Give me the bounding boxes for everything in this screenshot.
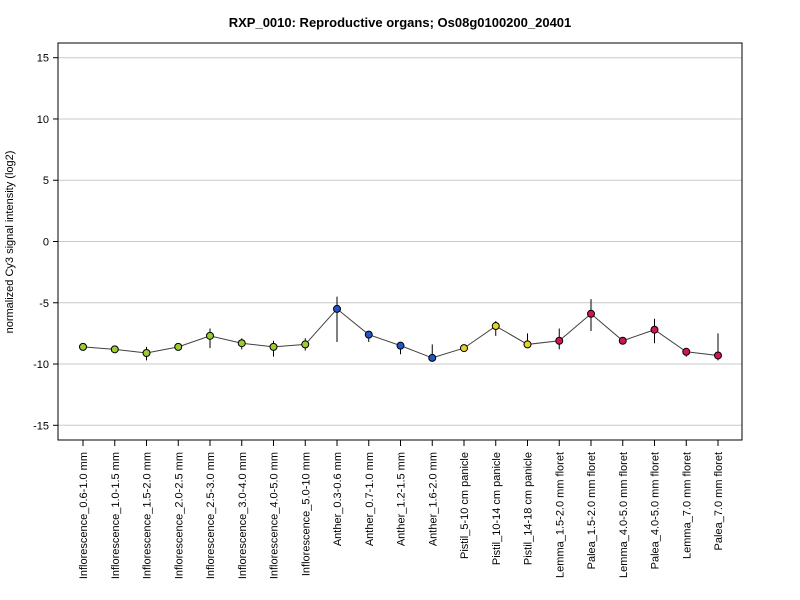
- x-tick-label: Pistil_14-18 cm panicle: [523, 452, 535, 565]
- axes: -15 -10 -5 0 5 10 15 Inflorescence_0.6-1.0 mm In…: [33, 53, 725, 579]
- data-point: [333, 304, 341, 313]
- x-tick-label: Inflorescence_2.0-2.5 mm: [173, 452, 185, 579]
- y-tick-label: 0: [43, 237, 49, 249]
- y-axis-label: normalized Cy3 signal intensity (log2): [4, 151, 16, 334]
- x-tick-label: Anther_0.3-0.6 mm: [332, 452, 344, 546]
- y-tick-label: 5: [43, 175, 49, 187]
- grid-lines: [58, 57, 742, 426]
- x-tick-label: Palea_4.0-5.0 mm floret: [650, 452, 662, 569]
- data-point: [523, 340, 532, 349]
- data-point: [110, 345, 119, 354]
- plot-frame: [57, 42, 743, 441]
- data-point: [491, 322, 500, 331]
- x-tick-label: Pistil_10-14 cm panicle: [491, 452, 503, 565]
- y-tick-label: -10: [33, 359, 49, 371]
- x-tick-label: Anther_1.6-2.0 mm: [427, 452, 439, 546]
- data-point: [714, 351, 722, 360]
- y-tick-label: -15: [33, 420, 49, 432]
- y-tick-label: 15: [37, 53, 49, 65]
- data-point: [301, 340, 310, 349]
- data-point: [364, 330, 373, 339]
- x-tick-label: Lemma_4.0-5.0 mm floret: [618, 452, 630, 578]
- data-point: [269, 342, 278, 351]
- data-point: [206, 331, 214, 340]
- x-tick-label: Palea_1.5-2.0 mm floret: [586, 452, 598, 569]
- data-point: [142, 349, 151, 358]
- data-point: [587, 309, 595, 318]
- data-point: [460, 344, 468, 353]
- x-tick-label: Anther_1.2-1.5 mm: [396, 452, 408, 546]
- y-tick-label: -5: [39, 298, 49, 310]
- x-tick-label: Lemma_1.5-2.0 mm floret: [554, 452, 566, 578]
- data-point: [682, 347, 691, 356]
- data-point: [555, 336, 564, 345]
- x-tick-label: Inflorescence_4.0-5.0 mm: [269, 452, 281, 579]
- data-point: [174, 342, 183, 351]
- data-point: [428, 353, 437, 362]
- x-tick-label: Anther_0.7-1.0 mm: [364, 452, 376, 546]
- x-tick-label: Inflorescence_5.0-10 mm: [300, 452, 312, 576]
- x-tick-label: Lemma_7.0 mm floret: [681, 452, 693, 559]
- x-tick-label: Palea_7.0 mm floret: [713, 452, 725, 550]
- data-point: [618, 336, 627, 345]
- data-point: [396, 341, 405, 350]
- x-tick-label: Inflorescence_2.5-3.0 mm: [205, 452, 217, 579]
- y-tick-label: 10: [37, 114, 49, 126]
- x-tick-label: Pistil_5-10 cm panicle: [459, 452, 471, 559]
- data-points: [79, 304, 722, 362]
- data-point: [79, 342, 87, 351]
- data-point: [237, 339, 246, 348]
- x-tick-label: Inflorescence_3.0-4.0 mm: [237, 452, 249, 579]
- x-tick-label: Inflorescence_1.0-1.5 mm: [110, 452, 122, 579]
- x-tick-label: Inflorescence_0.6-1.0 mm: [78, 452, 90, 579]
- chart-title: RXP_0010: Reproductive organs; Os08g0100…: [229, 15, 572, 30]
- x-tick-label: Inflorescence_1.5-2.0 mm: [142, 452, 154, 579]
- data-point: [650, 325, 659, 334]
